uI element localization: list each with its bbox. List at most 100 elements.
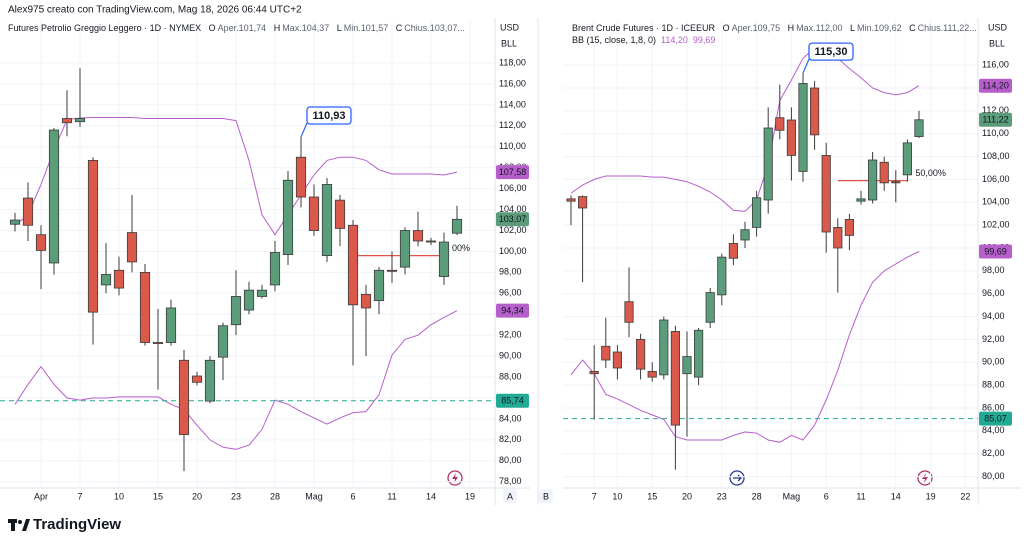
price-tag-bg	[496, 393, 529, 408]
candle-body	[230, 296, 242, 326]
candle-body	[139, 271, 151, 343]
candle-body	[879, 161, 889, 184]
price-tag: 85,07	[984, 414, 1007, 424]
x-tick-label: 6	[824, 491, 829, 501]
legend-key: C	[909, 23, 916, 33]
candle-body	[22, 197, 34, 226]
candle-body	[451, 218, 463, 234]
price-tag-bg	[496, 212, 529, 227]
y-tick-label: 82,00	[499, 434, 522, 444]
y-tick-label: 88,00	[982, 380, 1005, 390]
x-tick-label: 28	[270, 491, 280, 501]
price-tag-bg	[979, 244, 1012, 259]
price-tag: 94,34	[501, 306, 524, 316]
unit-label: BLL	[989, 38, 1005, 48]
x-tick-label: 14	[426, 491, 436, 501]
candle-body	[810, 87, 820, 136]
y-tick-label: 78,00	[499, 476, 522, 486]
y-tick-label: 92,00	[982, 334, 1005, 344]
candle-body	[601, 345, 611, 361]
callout-pointer	[300, 122, 308, 138]
candle-body	[786, 119, 796, 156]
price-tag: 114,20	[982, 81, 1009, 91]
callout-box	[306, 106, 352, 125]
y-tick-label: 96,00	[982, 288, 1005, 298]
fib-level-label: 00%	[452, 243, 470, 253]
y-tick-label: 88,00	[499, 371, 522, 381]
candle-body	[113, 269, 125, 289]
x-tick-label: 19	[465, 491, 475, 501]
flash-icon[interactable]	[447, 470, 463, 486]
x-tick-label: 15	[647, 491, 657, 501]
legend-value: Chius.111,22...	[917, 23, 977, 33]
y-tick-label: 108,00	[982, 151, 1010, 161]
y-tick-label: 84,00	[982, 425, 1005, 435]
y-tick-label: 102,00	[499, 225, 527, 235]
candle-body	[165, 307, 177, 343]
candle-body	[682, 356, 692, 375]
candle-body	[360, 293, 372, 309]
y-tick-label: 110,00	[499, 141, 526, 151]
candle-body	[868, 159, 878, 201]
y-tick-label: 82,00	[982, 448, 1005, 458]
legend-value: Min.101,57	[343, 23, 389, 33]
bollinger-band	[14, 310, 458, 450]
candle-body	[752, 197, 762, 228]
price-tag: 107,58	[499, 167, 527, 177]
price-tag-bg	[979, 78, 1012, 93]
flash-icon[interactable]	[917, 470, 933, 486]
axis-button-label[interactable]: A	[507, 491, 513, 501]
candle-body	[798, 83, 808, 172]
candle-body	[694, 329, 704, 378]
price-tag-bg	[979, 112, 1012, 127]
candle-body	[717, 256, 727, 296]
candle-body	[740, 229, 750, 241]
price-tag-bg	[979, 411, 1012, 426]
y-tick-label: 96,00	[499, 288, 522, 298]
candle-body	[589, 371, 599, 375]
y-tick-label: 114,00	[499, 99, 526, 109]
axis-button[interactable]	[503, 489, 517, 503]
candle-body	[856, 198, 866, 202]
candle-body	[321, 184, 333, 257]
y-tick-label: 98,00	[499, 267, 522, 277]
candle-body	[624, 301, 634, 323]
y-tick-label: 110,00	[982, 128, 1009, 138]
axis-button-label[interactable]: B	[543, 491, 549, 501]
indicator-value: 114,20	[661, 35, 688, 45]
indicator-name: BB (15, close, 1,8, 0)	[572, 35, 657, 45]
event-icon[interactable]	[729, 470, 745, 486]
indicator-value: 99,69	[692, 35, 716, 45]
candle-body	[217, 325, 229, 358]
candle-body	[775, 117, 785, 131]
y-tick-label: 98,00	[982, 265, 1005, 275]
candle-body	[347, 224, 359, 306]
price-tag-bg	[496, 165, 529, 180]
legend-value: Max.104,37	[282, 23, 330, 33]
bollinger-band	[570, 251, 920, 443]
candle-body	[373, 269, 385, 302]
x-tick-label: 10	[114, 491, 124, 501]
candle-body	[705, 292, 715, 323]
x-tick-label: 20	[682, 491, 692, 501]
x-tick-label: Apr	[34, 491, 48, 501]
x-tick-label: 19	[926, 491, 936, 501]
axis-button[interactable]	[539, 489, 553, 503]
price-tag: 111,22	[982, 115, 1008, 125]
candle-body	[269, 252, 281, 286]
candle-body	[204, 359, 216, 402]
candle-body	[659, 319, 669, 376]
logo-icon	[8, 519, 30, 531]
x-tick-label: 23	[717, 491, 727, 501]
y-tick-label: 80,00	[499, 455, 522, 465]
y-tick-label: 116,00	[982, 60, 1009, 70]
candle-body	[844, 219, 854, 236]
candle-body	[647, 371, 657, 378]
legend-title: Futures Petrolio Greggio Leggero · 1D · …	[8, 23, 202, 33]
y-tick-label: 106,00	[982, 174, 1010, 184]
candle-body	[100, 274, 112, 286]
candle-body	[386, 269, 398, 272]
legend-value: Aper.101,74	[217, 23, 267, 33]
candle-body	[282, 179, 294, 255]
